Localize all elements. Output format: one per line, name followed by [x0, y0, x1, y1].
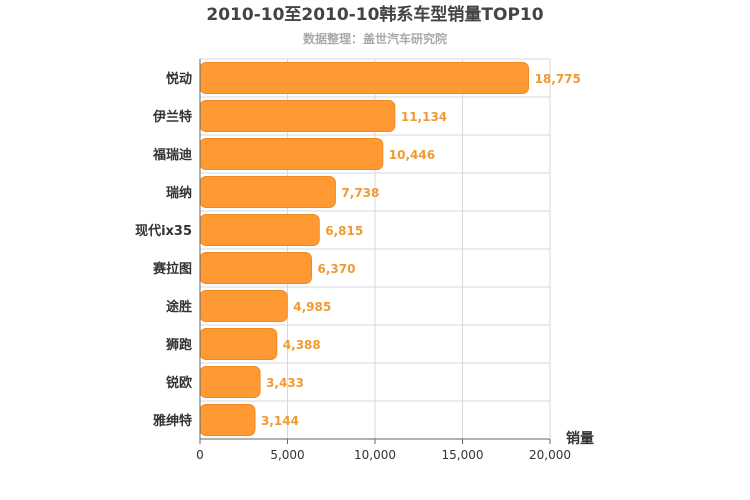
bar [199, 290, 288, 322]
category-label: 瑞纳 [166, 185, 192, 201]
x-tick-label: 5,000 [270, 448, 304, 462]
data-label: 11,134 [401, 110, 447, 124]
category-label: 狮跑 [165, 337, 192, 353]
data-label: 4,388 [283, 338, 321, 352]
data-label: 18,775 [535, 72, 581, 86]
data-label: 3,144 [261, 414, 299, 428]
data-label: 6,370 [317, 262, 355, 276]
data-label: 4,985 [293, 300, 331, 314]
category-label: 赛拉图 [152, 261, 192, 277]
data-label: 7,738 [341, 186, 379, 200]
bar [199, 366, 261, 398]
bar [199, 62, 530, 94]
bar [199, 100, 396, 132]
category-label: 雅绅特 [153, 413, 192, 429]
bar [199, 214, 320, 246]
category-label: 伊兰特 [152, 109, 192, 125]
x-axis-title: 销量 [566, 430, 594, 447]
chart-subtitle: 数据整理：盖世汽车研究院 [303, 31, 447, 46]
data-label: 10,446 [389, 148, 435, 162]
data-label: 3,433 [266, 376, 304, 390]
x-tick-label: 10,000 [354, 448, 396, 462]
category-label: 锐欧 [166, 375, 192, 391]
x-tick-label: 15,000 [442, 448, 484, 462]
gridlines [200, 58, 551, 440]
x-tick-label: 0 [196, 448, 204, 462]
category-label: 福瑞迪 [152, 147, 192, 163]
bars: 18,775 11,134 10,446 7,738 6,815 6,370 4,985 4,… [199, 62, 581, 436]
chart-title: 2010-10至2010-10韩系车型销量TOP10 [206, 4, 543, 25]
category-label: 途胜 [166, 299, 192, 315]
data-label: 6,815 [325, 224, 363, 238]
bar [199, 404, 256, 436]
bar [199, 252, 312, 284]
x-tick-label: 20,000 [529, 448, 571, 462]
category-label: 现代ix35 [135, 223, 192, 239]
bar [199, 138, 384, 170]
category-label: 悦动 [166, 71, 192, 87]
bar [199, 328, 278, 360]
bar [199, 176, 336, 208]
